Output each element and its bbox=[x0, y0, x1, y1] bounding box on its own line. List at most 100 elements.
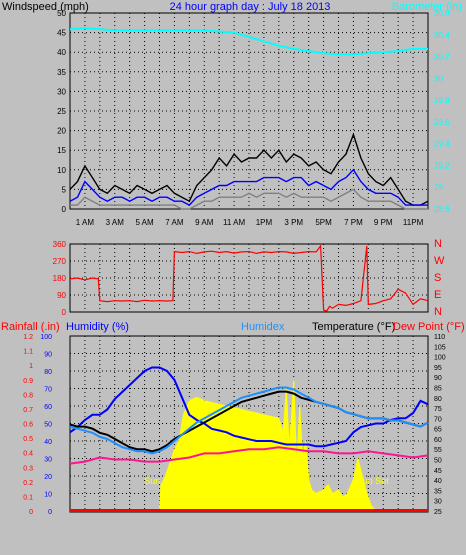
rainfall-tick-label: 0.9 bbox=[23, 378, 33, 385]
series-line bbox=[69, 366, 429, 448]
direction-compass-label: W bbox=[434, 255, 445, 267]
temperature-panel: Sun Rise Sun Set 0 0.1 0.2 0.3 0.4 0.5 0.6 0.7 0.… bbox=[1, 321, 465, 516]
temperature-tick-label: 100 bbox=[434, 355, 446, 362]
hour-tick-label: 1PM bbox=[256, 218, 273, 227]
rainfall-tick-label: 0.3 bbox=[23, 465, 33, 472]
rainfall-tick-label: 0 bbox=[29, 509, 33, 516]
humidity-tick-label: 70 bbox=[44, 387, 52, 394]
humidity-tick-label: 40 bbox=[44, 439, 52, 446]
temperature-tick-label: 105 bbox=[434, 344, 446, 351]
rainfall-tick-label: 0.1 bbox=[23, 494, 33, 501]
temperature-tick-label: 60 bbox=[434, 437, 442, 444]
hour-tick-label: 11 AM bbox=[223, 218, 245, 227]
temperature-tick-label: 75 bbox=[434, 406, 442, 413]
rainfall-y-ticks: 0 0.1 0.2 0.3 0.4 0.5 0.6 0.7 0.8 0.9 1 1.1 1.2 bbox=[23, 334, 33, 516]
hour-tick-label: 7 AM bbox=[165, 218, 184, 227]
wind-tick-label: 35 bbox=[57, 68, 66, 77]
barometer-tick-label: 30.4 bbox=[434, 31, 450, 40]
series-line bbox=[69, 446, 429, 465]
temperature-y-ticks: 25 30 35 40 45 50 55 60 65 70 75 80 85 90 95 100 105 110 bbox=[434, 334, 446, 516]
temperature-tick-label: 50 bbox=[434, 458, 442, 465]
windspeed-axis-title: Windspeed (mph) bbox=[2, 1, 89, 13]
series-line bbox=[69, 27, 428, 56]
temperature-tick-label: 110 bbox=[434, 334, 445, 341]
legend-temperature: Temperature (°F) bbox=[312, 321, 395, 333]
humidity-tick-label: 50 bbox=[44, 422, 52, 429]
hour-tick-label: 11PM bbox=[403, 218, 424, 227]
humidity-tick-label: 100 bbox=[40, 334, 52, 341]
direction-series bbox=[69, 244, 429, 312]
barometer-tick-label: 29 bbox=[434, 183, 443, 192]
direction-compass-label: N bbox=[434, 306, 442, 318]
rainfall-tick-label: 0.8 bbox=[23, 392, 33, 399]
barometer-axis-title: Barometer (in) bbox=[392, 1, 462, 13]
temperature-tick-label: 90 bbox=[434, 375, 442, 382]
sun-annotation-label: Sun Rise bbox=[144, 476, 181, 486]
direction-degree-label: 360 bbox=[53, 240, 67, 249]
direction-compass-label: N bbox=[434, 238, 442, 250]
barometer-tick-label: 30.6 bbox=[434, 9, 450, 18]
wind-tick-label: 45 bbox=[57, 29, 66, 38]
series-line bbox=[70, 188, 428, 210]
hour-x-ticks: 1 AM 3 AM 5 AM 7 AM 9 AM 11 AM 1PM 3 PM 5PM 7 PM 9… bbox=[76, 218, 424, 227]
humidity-tick-label: 60 bbox=[44, 404, 52, 411]
wind-series bbox=[69, 27, 429, 210]
hour-tick-label: 3 AM bbox=[106, 218, 125, 227]
legend-humidex: Humidex bbox=[241, 321, 285, 333]
barometer-tick-label: 28.8 bbox=[434, 205, 450, 214]
series-line bbox=[69, 168, 428, 206]
direction-degree-label: 90 bbox=[57, 291, 66, 300]
hour-tick-label: 5PM bbox=[315, 218, 332, 227]
temperature-tick-label: 30 bbox=[434, 499, 442, 506]
rainfall-tick-label: 0.7 bbox=[23, 407, 33, 414]
sun-annotations: Sun Rise Sun Set bbox=[144, 476, 389, 486]
barometer-tick-label: 29.8 bbox=[434, 96, 450, 105]
sun-annotation-label: Sun Set bbox=[357, 476, 390, 486]
rainfall-bar bbox=[70, 509, 428, 512]
rainfall-tick-label: 0.2 bbox=[23, 480, 33, 487]
series-line bbox=[69, 244, 429, 312]
humidity-axis-title: Humidity (%) bbox=[66, 321, 129, 333]
barometer-tick-label: 29.6 bbox=[434, 118, 450, 127]
hour-tick-label: 9 AM bbox=[195, 218, 214, 227]
wind-tick-label: 15 bbox=[57, 146, 66, 155]
hour-tick-label: 3 PM bbox=[284, 218, 303, 227]
humidity-y-ticks: 0 10 20 30 40 50 60 70 80 90 100 bbox=[40, 334, 52, 516]
wind-tick-label: 50 bbox=[57, 9, 66, 18]
temperature-tick-label: 65 bbox=[434, 427, 442, 434]
temperature-tick-label: 80 bbox=[434, 396, 442, 403]
rainfall-tick-label: 0.5 bbox=[23, 436, 33, 443]
hour-tick-label: 9 PM bbox=[374, 218, 393, 227]
temperature-series bbox=[69, 366, 429, 512]
rainfall-tick-label: 1 bbox=[29, 363, 33, 370]
humidity-tick-label: 80 bbox=[44, 369, 52, 376]
wind-tick-label: 10 bbox=[57, 166, 66, 175]
temperature-tick-label: 70 bbox=[434, 416, 442, 423]
temperature-tick-label: 35 bbox=[434, 488, 442, 495]
wind-tick-label: 0 bbox=[62, 205, 67, 214]
direction-degree-label: 0 bbox=[62, 308, 67, 317]
barometer-tick-label: 30 bbox=[434, 74, 443, 83]
wind-tick-label: 30 bbox=[57, 87, 66, 96]
temperature-tick-label: 45 bbox=[434, 468, 442, 475]
rainfall-tick-label: 1.1 bbox=[23, 349, 33, 356]
barometer-tick-label: 29.2 bbox=[434, 161, 450, 170]
direction-compass-label: E bbox=[434, 289, 441, 301]
barometer-y-ticks: 28.8 29 29.2 29.4 29.6 29.8 30 30.2 30.4 30.6 bbox=[434, 9, 450, 214]
rainfall-axis-title: Rainfall (.in) bbox=[1, 321, 60, 333]
humidity-tick-label: 30 bbox=[44, 457, 52, 464]
chart-title: 24 hour graph day : July 18 2013 bbox=[170, 1, 331, 13]
series-line bbox=[69, 386, 429, 455]
wind-tick-label: 5 bbox=[62, 185, 67, 194]
rainfall-tick-label: 0.6 bbox=[23, 422, 33, 429]
humidity-tick-label: 90 bbox=[44, 352, 52, 359]
barometer-tick-label: 29.4 bbox=[434, 140, 450, 149]
temperature-tick-label: 25 bbox=[434, 509, 442, 516]
wind-tick-label: 40 bbox=[57, 48, 66, 57]
temperature-tick-label: 95 bbox=[434, 365, 442, 372]
humidity-tick-label: 0 bbox=[48, 509, 52, 516]
rainfall-tick-label: 1.2 bbox=[23, 334, 33, 341]
